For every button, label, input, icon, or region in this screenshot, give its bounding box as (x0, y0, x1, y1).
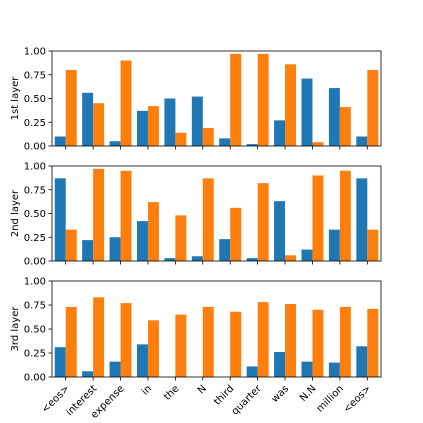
xtick-label: third (212, 383, 236, 407)
bar-3-s2-5 (202, 306, 214, 377)
bar-2-s1-4 (164, 258, 176, 261)
bar-3-s2-0 (65, 306, 77, 377)
bar-2-s1-7 (246, 258, 258, 261)
bar-2-s2-11 (367, 229, 379, 261)
bar-1-s2-10 (339, 107, 351, 146)
bar-1-s1-7 (246, 144, 258, 146)
bar-3-s2-3 (147, 320, 159, 377)
ytick-label: 1.00 (24, 277, 46, 288)
bar-1-s2-5 (202, 127, 214, 146)
bar-1-s1-10 (328, 88, 340, 146)
bar-3-s1-8 (274, 352, 286, 377)
bar-3-s2-11 (367, 308, 379, 377)
bar-1-s2-2 (120, 60, 132, 146)
bar-2-s2-9 (312, 175, 324, 261)
bar-1-s2-7 (257, 53, 269, 146)
xtick-label: in (140, 383, 154, 397)
bar-3-s2-7 (257, 302, 269, 377)
ytick-label: 0.00 (24, 373, 46, 384)
ytick-label: 0.75 (24, 185, 46, 196)
bar-3-s1-11 (356, 346, 368, 377)
xtick-label: N (196, 383, 209, 396)
bar-2-s2-7 (257, 183, 269, 261)
bar-1-s1-11 (356, 136, 368, 146)
bar-3-s2-6 (230, 311, 242, 377)
bar-1-s1-9 (301, 78, 313, 146)
bar-2-s2-0 (65, 229, 77, 261)
xtick-label: was (270, 383, 292, 405)
bar-1-s2-0 (65, 70, 77, 146)
bar-2-s1-5 (191, 256, 203, 261)
ytick-label: 0.75 (24, 301, 46, 312)
xtick-label: million (315, 383, 346, 414)
ylabel-panel-3: 3rd layer (10, 306, 21, 352)
bar-3-s2-4 (175, 314, 187, 377)
bar-2-s1-6 (219, 239, 231, 261)
bar-1-s2-4 (175, 132, 187, 146)
bar-2-s2-8 (285, 255, 297, 261)
bar-3-s2-10 (339, 306, 351, 377)
bar-1-s1-3 (136, 110, 148, 146)
bar-3-s1-2 (109, 361, 121, 377)
bar-1-s2-9 (312, 142, 324, 146)
xtick-label: the (162, 383, 181, 402)
ytick-label: 0.50 (24, 209, 46, 220)
ytick-label: 1.00 (24, 162, 46, 173)
bar-2-s2-2 (120, 170, 132, 261)
xtick-label: <eos> (341, 383, 373, 415)
bar-2-s2-6 (230, 207, 242, 261)
bar-2-s2-3 (147, 202, 159, 261)
ytick-label: 0.50 (24, 94, 46, 105)
bar-2-s2-1 (93, 168, 105, 261)
bar-1-s2-1 (93, 103, 105, 146)
bar-1-s1-4 (164, 98, 176, 146)
bar-2-s1-11 (356, 178, 368, 261)
ylabel-panel-2: 2nd layer (10, 189, 21, 237)
bar-1-s2-8 (285, 64, 297, 146)
ylabel-panel-1: 1st layer (10, 76, 21, 121)
bar-1-s2-6 (230, 53, 242, 146)
bar-3-s1-7 (246, 366, 258, 377)
bar-2-s2-4 (175, 215, 187, 261)
ytick-label: 0.50 (24, 325, 46, 336)
bar-2-s1-8 (274, 201, 286, 261)
ytick-label: 0.25 (24, 118, 46, 129)
bar-2-s1-0 (54, 178, 66, 261)
xtick-label: N.N (298, 383, 319, 404)
ytick-label: 0.00 (24, 257, 46, 268)
bar-2-s2-10 (339, 170, 351, 261)
bar-1-s2-11 (367, 70, 379, 146)
bar-2-s1-9 (301, 249, 313, 261)
ytick-label: 0.00 (24, 142, 46, 153)
xtick-label: quarter (230, 383, 265, 418)
ytick-label: 1.00 (24, 47, 46, 58)
bar-2-s2-5 (202, 178, 214, 261)
bar-1-s2-3 (147, 106, 159, 146)
bar-1-s1-1 (82, 92, 94, 146)
bar-1-s1-0 (54, 136, 66, 146)
bar-1-s1-8 (274, 120, 286, 146)
bar-3-s1-0 (54, 347, 66, 377)
bar-2-s1-1 (82, 240, 94, 261)
bar-2-s1-3 (136, 221, 148, 261)
bar-3-s1-3 (136, 344, 148, 377)
bar-3-s2-2 (120, 303, 132, 377)
bar-3-s1-9 (301, 361, 313, 377)
ytick-label: 0.25 (24, 349, 46, 360)
bar-3-s1-1 (82, 371, 94, 377)
ytick-label: 0.75 (24, 70, 46, 81)
bar-3-s1-10 (328, 362, 340, 377)
bar-3-s2-9 (312, 309, 324, 377)
bar-2-s1-10 (328, 229, 340, 261)
ytick-label: 0.25 (24, 233, 46, 244)
bar-3-s2-1 (93, 297, 105, 377)
bar-2-s1-2 (109, 237, 121, 261)
bar-1-s1-5 (191, 96, 203, 146)
bar-1-s1-2 (109, 141, 121, 146)
bar-1-s1-6 (219, 138, 231, 146)
bar-3-s2-8 (285, 304, 297, 377)
